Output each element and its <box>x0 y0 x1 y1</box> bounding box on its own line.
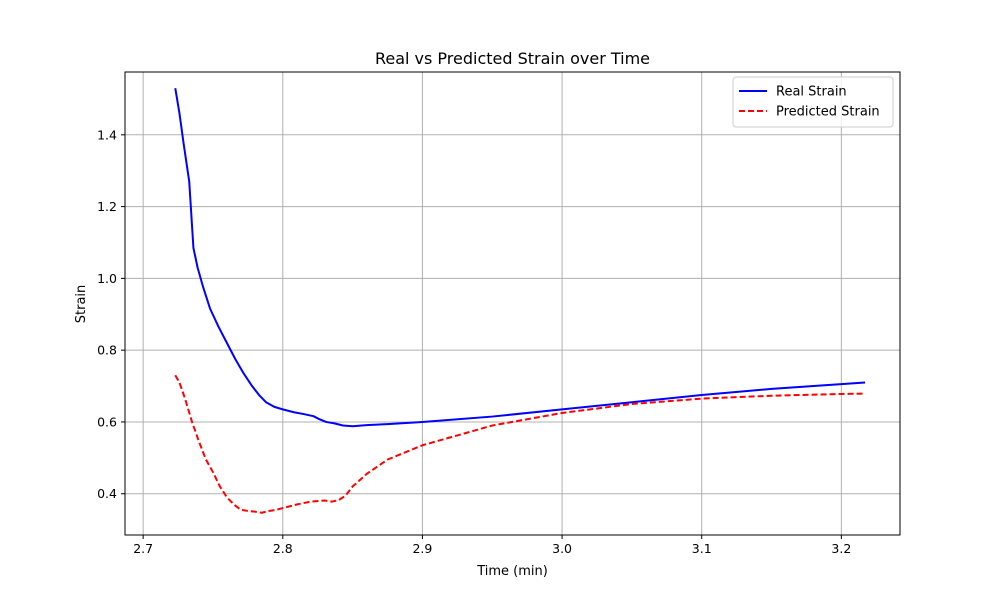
x-tick-label: 2.8 <box>273 541 293 556</box>
y-axis-label: Strain <box>74 285 89 324</box>
grid <box>125 72 900 535</box>
x-axis-ticks: 2.7 2.8 2.9 3.0 3.1 3.2 <box>133 535 851 556</box>
y-tick-label: 0.8 <box>97 343 117 358</box>
y-tick-label: 1.0 <box>97 271 117 286</box>
x-tick-label: 2.7 <box>133 541 153 556</box>
x-tick-label: 3.0 <box>552 541 572 556</box>
x-tick-label: 2.9 <box>412 541 432 556</box>
legend-label-real-strain: Real Strain <box>776 85 847 100</box>
legend-label-predicted-strain: Predicted Strain <box>776 105 880 120</box>
y-axis-ticks: 0.4 0.6 0.8 1.0 1.2 1.4 <box>97 127 125 501</box>
legend-box <box>732 76 894 128</box>
y-tick-label: 0.6 <box>97 414 117 429</box>
legend: Real Strain Predicted Strain <box>732 76 894 128</box>
plot-frame <box>124 71 901 536</box>
x-axis-label: Time (min) <box>476 564 548 579</box>
chart-title: Real vs Predicted Strain over Time <box>375 49 650 68</box>
y-tick-label: 1.2 <box>97 199 117 214</box>
y-tick-label: 0.4 <box>97 486 117 501</box>
real-strain-line <box>174 87 866 428</box>
predicted-strain-line <box>174 374 866 514</box>
x-tick-label: 3.2 <box>831 541 851 556</box>
y-tick-label: 1.4 <box>97 127 117 142</box>
x-tick-label: 3.1 <box>692 541 712 556</box>
series-layer <box>174 87 866 514</box>
